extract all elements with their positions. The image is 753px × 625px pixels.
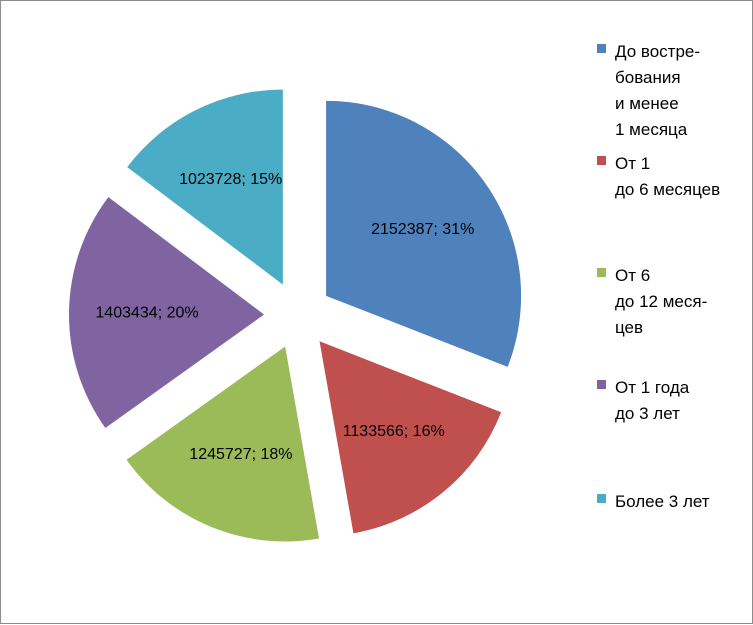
legend-label-2: От 6 до 12 меся- цев	[615, 266, 708, 337]
legend-swatch-0	[597, 44, 606, 53]
slice-label-3: 1403434; 20%	[95, 304, 198, 321]
slice-label-0: 2152387; 31%	[371, 221, 474, 238]
legend-label-1: От 1 до 6 месяцев	[615, 154, 721, 199]
legend-label-4: Более 3 лет	[615, 492, 710, 511]
legend-label-0: До востре- бования и менее 1 месяца	[615, 42, 701, 139]
legend-swatch-2	[597, 268, 606, 277]
pie-slice-1	[319, 341, 502, 534]
slice-label-4: 1023728; 15%	[179, 171, 282, 188]
legend-swatch-3	[597, 380, 606, 389]
legend-swatch-4	[597, 494, 606, 503]
pie-slice-4	[127, 89, 283, 285]
slice-label-2: 1245727; 18%	[189, 446, 292, 463]
pie-slice-0	[326, 100, 522, 367]
pie-slice-2	[126, 346, 320, 542]
slice-label-1: 1133566; 16%	[343, 423, 445, 440]
legend-swatch-1	[597, 156, 606, 165]
legend-label-3: От 1 года до 3 лет	[615, 378, 690, 423]
pie-slice-3	[69, 197, 265, 428]
